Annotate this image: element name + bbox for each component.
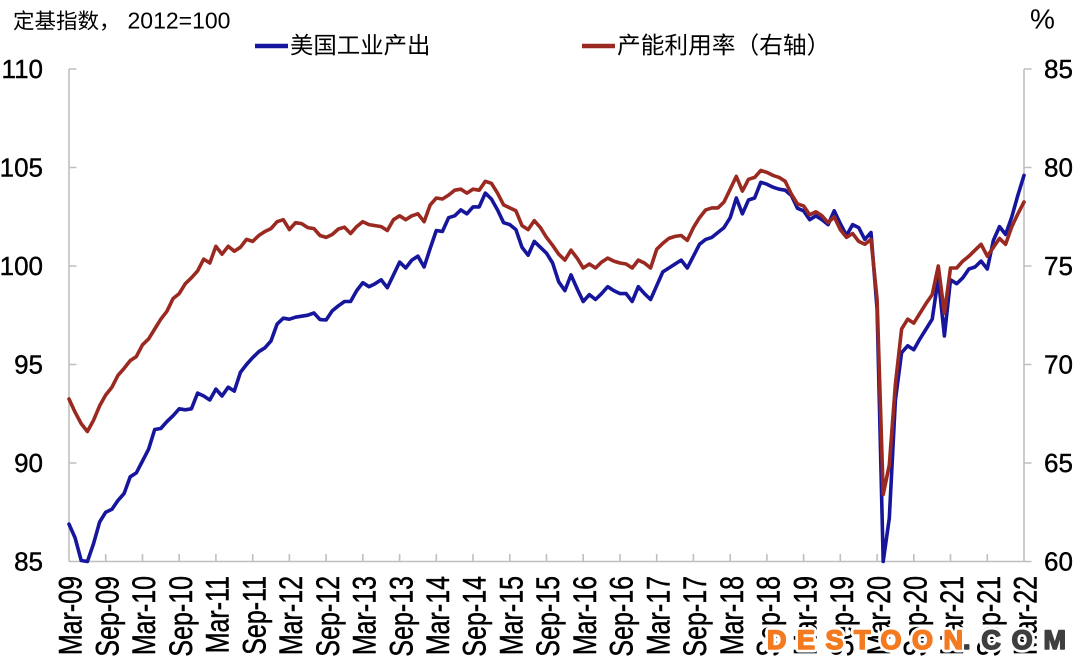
- svg-text:Mar-11: Mar-11: [201, 576, 237, 653]
- svg-text:Sep-19: Sep-19: [825, 576, 861, 657]
- svg-text:Sep-12: Sep-12: [311, 576, 347, 657]
- svg-text:Mar-12: Mar-12: [274, 576, 310, 655]
- svg-text:65: 65: [1044, 448, 1073, 478]
- svg-text:70: 70: [1044, 350, 1073, 380]
- svg-text:Mar-16: Mar-16: [568, 576, 604, 655]
- svg-text:Sep-09: Sep-09: [91, 576, 127, 657]
- svg-text:DESTOON: DESTOON: [767, 625, 963, 655]
- svg-text:%: %: [1030, 4, 1055, 35]
- svg-text:Sep-14: Sep-14: [458, 576, 494, 657]
- svg-text:Sep-16: Sep-16: [605, 576, 641, 657]
- svg-text:Mar-09: Mar-09: [54, 576, 90, 655]
- svg-text:60: 60: [1044, 547, 1073, 577]
- svg-text:Mar-18: Mar-18: [715, 576, 751, 655]
- svg-text:85: 85: [1044, 54, 1073, 84]
- svg-text:80: 80: [1044, 153, 1073, 183]
- svg-text:Mar-10: Mar-10: [127, 576, 163, 655]
- svg-text:95: 95: [14, 350, 43, 380]
- svg-text:Sep-17: Sep-17: [678, 576, 714, 657]
- svg-text:Mar-13: Mar-13: [348, 576, 384, 655]
- svg-text:Sep-21: Sep-21: [972, 576, 1008, 657]
- svg-text:Mar-17: Mar-17: [642, 576, 678, 655]
- svg-text:Sep-18: Sep-18: [752, 576, 788, 657]
- svg-text:Mar-20: Mar-20: [862, 576, 898, 655]
- svg-text:Mar-21: Mar-21: [935, 576, 971, 655]
- svg-text:110: 110: [2, 54, 43, 84]
- svg-text:90: 90: [14, 448, 43, 478]
- svg-text:DESTOON: DESTOON: [767, 625, 963, 655]
- svg-text:100: 100: [0, 251, 43, 281]
- svg-text:Mar-15: Mar-15: [495, 576, 531, 655]
- svg-text:75: 75: [1044, 251, 1073, 281]
- svg-text:Sep-11: Sep-11: [238, 576, 274, 655]
- svg-text:Sep-13: Sep-13: [384, 576, 420, 657]
- svg-text:Sep-10: Sep-10: [164, 576, 200, 657]
- svg-text:105: 105: [0, 153, 43, 183]
- svg-text:Sep-20: Sep-20: [899, 576, 935, 657]
- svg-text:Mar-22: Mar-22: [1009, 576, 1045, 655]
- svg-text:85: 85: [14, 547, 43, 577]
- svg-text:2012=100: 2012=100: [128, 8, 231, 34]
- svg-text:Sep-15: Sep-15: [531, 576, 567, 657]
- svg-text:Mar-14: Mar-14: [421, 576, 457, 655]
- svg-text:Mar-19: Mar-19: [788, 576, 824, 655]
